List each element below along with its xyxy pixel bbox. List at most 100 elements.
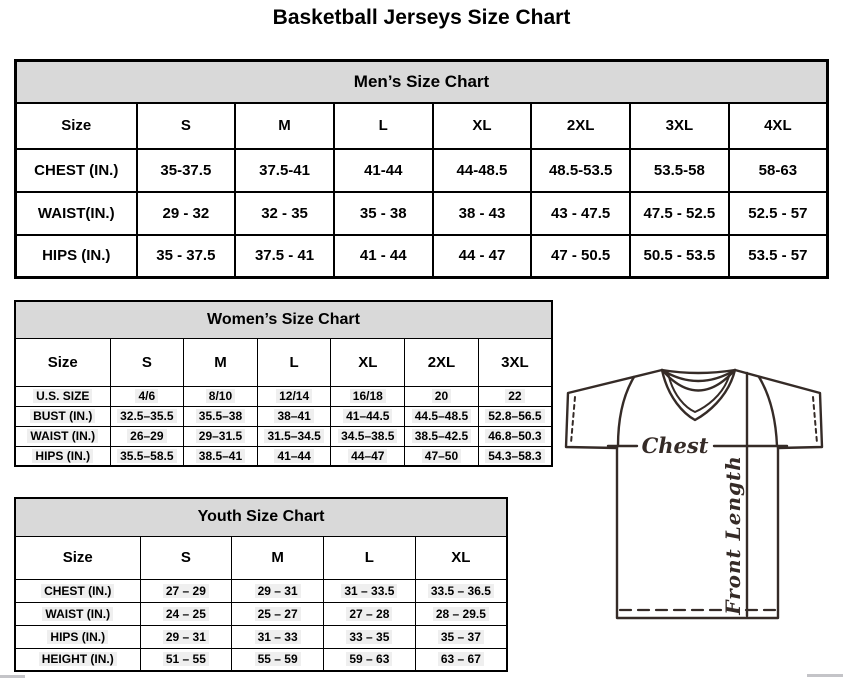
cell-value-text: 59 – 63 bbox=[346, 652, 393, 667]
cell-value-text: 16/18 bbox=[349, 389, 386, 403]
mens-size-chart-table: Men’s Size Chart Size S M L XL 2XL 3XL 4XL CHEST … bbox=[14, 59, 829, 279]
row-label-text: CHEST (IN.) bbox=[41, 583, 115, 598]
row-label-text: HIPS (IN.) bbox=[47, 629, 109, 644]
jersey-left-armhole-seam bbox=[616, 375, 636, 448]
womens-size-chart-table: Women’s Size Chart Size S M L XL 2XL 3XL U.S. SI… bbox=[14, 300, 553, 467]
cell-value-text: 25 – 27 bbox=[254, 606, 301, 621]
cell-value-text: 26–29 bbox=[127, 429, 167, 443]
cell-value-text: 41–44.5 bbox=[343, 409, 393, 423]
table-row: WAIST (IN.) 26–29 29–31.5 31.5–34.5 34.5–38.… bbox=[14, 425, 553, 447]
table-title: Women’s Size Chart bbox=[14, 300, 553, 339]
jersey-measurement-diagram: Chest Front Length bbox=[564, 368, 824, 620]
cell-value: 35.5–38 bbox=[183, 405, 258, 427]
cell-value: 55 – 59 bbox=[231, 647, 324, 672]
cell-value-text: 54.3–58.3 bbox=[485, 448, 545, 463]
row-label-text: CHEST (IN.) bbox=[34, 161, 119, 179]
scrollbar-fragment-right[interactable] bbox=[807, 674, 843, 677]
cell-value: 27 – 29 bbox=[139, 578, 233, 603]
jersey-right-armhole-seam bbox=[757, 375, 779, 448]
column-header-text: Size bbox=[47, 353, 78, 371]
row-label: BUST (IN.) bbox=[14, 405, 111, 427]
column-header-text: L bbox=[364, 549, 374, 566]
cell-value-text: 32 - 35 bbox=[261, 204, 308, 222]
cell-value-text: 55 – 59 bbox=[254, 652, 301, 667]
table-row: Youth Size Chart bbox=[14, 497, 508, 537]
column-header-text: XL bbox=[358, 353, 378, 371]
column-header: 4XL bbox=[727, 101, 829, 150]
table-row: Size S M L XL 2XL 3XL 4XL bbox=[14, 101, 829, 150]
column-header: XL bbox=[431, 101, 533, 150]
youth-size-chart-table: Youth Size Chart Size S M L XL CHEST (IN.) 27 –… bbox=[14, 497, 508, 672]
table-row: HIPS (IN.) 35.5–58.5 38.5–41 41–44 44–47 47–5… bbox=[14, 445, 553, 467]
row-label: HIPS (IN.) bbox=[14, 624, 141, 649]
row-label: HEIGHT (IN.) bbox=[14, 647, 141, 672]
column-header: L bbox=[256, 337, 332, 387]
cell-value: 51 – 55 bbox=[139, 647, 233, 672]
left-cuff-dashed-line bbox=[570, 396, 576, 444]
cell-value: 32 - 35 bbox=[234, 190, 335, 236]
cell-value: 16/18 bbox=[330, 385, 406, 407]
row-label: HIPS (IN.) bbox=[14, 233, 138, 279]
row-label: CHEST (IN.) bbox=[14, 147, 138, 193]
cell-value: 47.5 - 52.5 bbox=[629, 190, 730, 236]
cell-value-text: 27 – 28 bbox=[346, 606, 393, 621]
column-header-text: 3XL bbox=[665, 117, 694, 134]
table-title: Men’s Size Chart bbox=[14, 59, 829, 104]
front-length-label: Front Length bbox=[721, 455, 745, 616]
column-header: S bbox=[139, 535, 233, 580]
cell-value: 24 – 25 bbox=[139, 601, 233, 626]
table-row: CHEST (IN.) 27 – 29 29 – 31 31 – 33.5 33.5 –… bbox=[14, 578, 508, 603]
table-row: Size S M L XL bbox=[14, 535, 508, 580]
cell-value: 31 – 33.5 bbox=[323, 578, 416, 603]
column-header: Size bbox=[14, 535, 141, 580]
cell-value: 41-44 bbox=[332, 147, 434, 193]
cell-value-text: 58-63 bbox=[758, 161, 798, 179]
cell-value: 26–29 bbox=[109, 425, 185, 447]
column-header-text: M bbox=[278, 117, 291, 134]
cell-value-text: 44-48.5 bbox=[456, 161, 508, 179]
cell-value-text: 44–47 bbox=[348, 448, 388, 463]
row-label-text: HEIGHT (IN.) bbox=[38, 652, 117, 667]
page-title: Basketball Jerseys Size Chart bbox=[272, 6, 571, 29]
jersey-right-sleeve bbox=[733, 368, 824, 450]
cell-value-text: 31.5–34.5 bbox=[264, 429, 324, 443]
table-row: BUST (IN.) 32.5–35.5 35.5–38 38–41 41–44.5 44… bbox=[14, 405, 553, 427]
jersey-vneck-inner bbox=[667, 372, 731, 413]
cell-value-text: 53.5 - 57 bbox=[748, 247, 808, 265]
table-row: Size S M L XL 2XL 3XL bbox=[14, 337, 553, 387]
column-header: 2XL bbox=[404, 337, 479, 387]
cell-value: 38.5–42.5 bbox=[404, 425, 479, 447]
column-header-text: 2XL bbox=[566, 117, 595, 134]
cell-value: 41 - 44 bbox=[332, 233, 434, 279]
cell-value: 53.5-58 bbox=[629, 147, 730, 193]
cell-value: 52.5 - 57 bbox=[727, 190, 829, 236]
cell-value-text: 29 – 31 bbox=[254, 583, 301, 598]
column-header-text: 4XL bbox=[764, 117, 792, 134]
cell-value: 12/14 bbox=[256, 385, 332, 407]
cell-value: 20 bbox=[404, 385, 479, 407]
cell-value: 47 - 50.5 bbox=[530, 233, 632, 279]
table-row: U.S. SIZE 4/6 8/10 12/14 16/18 20 22 bbox=[14, 385, 553, 407]
row-label: CHEST (IN.) bbox=[14, 578, 141, 603]
cell-value: 48.5-53.5 bbox=[530, 147, 632, 193]
cell-value-text: 51 – 55 bbox=[162, 652, 209, 667]
cell-value: 29–31.5 bbox=[183, 425, 258, 447]
cell-value-text: 50.5 - 53.5 bbox=[643, 247, 716, 265]
cell-value: 38–41 bbox=[256, 405, 332, 427]
cell-value: 35.5–58.5 bbox=[109, 445, 185, 467]
cell-value: 28 – 29.5 bbox=[414, 601, 508, 626]
column-header: 3XL bbox=[629, 101, 730, 150]
column-header: S bbox=[135, 101, 237, 150]
table-title-text: Men’s Size Chart bbox=[353, 71, 490, 91]
scrollbar-fragment-left[interactable] bbox=[0, 675, 25, 678]
cell-value-text: 38.5–41 bbox=[195, 448, 246, 463]
cell-value: 34.5–38.5 bbox=[330, 425, 406, 447]
column-header: 3XL bbox=[477, 337, 553, 387]
table-row: CHEST (IN.) 35-37.5 37.5-41 41-44 44-48.5 48.… bbox=[14, 147, 829, 193]
cell-value: 31.5–34.5 bbox=[256, 425, 332, 447]
cell-value-text: 4/6 bbox=[135, 389, 159, 403]
cell-value-text: 20 bbox=[431, 389, 452, 403]
cell-value-text: 37.5 - 41 bbox=[254, 247, 315, 265]
cell-value-text: 37.5-41 bbox=[259, 161, 310, 179]
table-row: HEIGHT (IN.) 51 – 55 55 – 59 59 – 63 63 – 67 bbox=[14, 647, 508, 672]
